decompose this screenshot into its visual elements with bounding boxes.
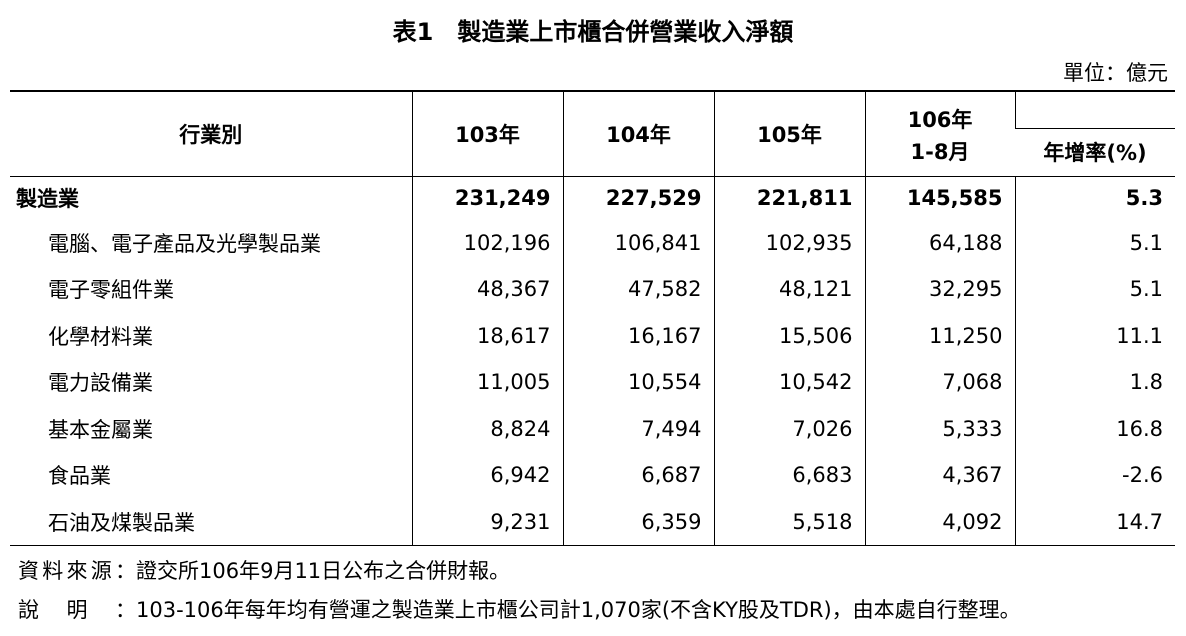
- industry-cell: 電腦、電子產品及光學製品業: [48, 231, 321, 256]
- value-cell: 4,367: [864, 452, 1015, 499]
- header-text: 106年: [907, 107, 973, 132]
- value-cell: 47,582: [562, 266, 714, 313]
- table-row: 石油及煤製品業 9,231 6,359 5,518 4,092 14.7: [10, 498, 1175, 546]
- header-cell: 行業別: [10, 90, 412, 177]
- value-cell: 145,585: [864, 176, 1015, 220]
- note-label: 資料來源：: [18, 559, 136, 583]
- value-cell: 6,687: [562, 452, 714, 499]
- value-cell: 48,121: [713, 266, 865, 313]
- value-cell: 227,529: [562, 176, 714, 220]
- notes: 資料來源：證交所106年9月11日公布之合併財報。 說明：103-106年每年均有…: [18, 556, 1021, 634]
- header-text: 1-8月: [910, 139, 970, 164]
- table-row: 電力設備業 11,005 10,554 10,542 7,068 1.8: [10, 359, 1175, 406]
- value-cell: 11.1: [1014, 312, 1175, 359]
- value-cell: 9,231: [411, 498, 563, 546]
- value-cell: 8,824: [411, 405, 563, 452]
- value-cell: 1.8: [1014, 359, 1175, 406]
- industry-cell: 製造業: [16, 187, 79, 211]
- value-cell: 7,068: [864, 359, 1015, 406]
- value-cell: 5,333: [864, 405, 1015, 452]
- note-text: 證交所106年9月11日公布之合併財報。: [136, 559, 511, 583]
- value-cell: 6,359: [562, 498, 714, 546]
- value-cell: 48,367: [411, 266, 563, 313]
- header-cell: 105年: [713, 90, 865, 177]
- value-cell: 5.1: [1014, 266, 1175, 313]
- value-cell: 231,249: [411, 176, 563, 220]
- data-table: 行業別 103年 104年 105年 106年 1-8月 年增率(%) 製造業 23…: [10, 90, 1175, 546]
- value-cell: 4,092: [864, 498, 1015, 546]
- value-cell: -2.6: [1014, 452, 1175, 499]
- value-cell: 106,841: [562, 219, 714, 266]
- industry-cell: 化學材料業: [48, 324, 153, 349]
- value-cell: 5.3: [1014, 176, 1175, 220]
- value-cell: 7,494: [562, 405, 714, 452]
- table-row: 基本金屬業 8,824 7,494 7,026 5,333 16.8: [10, 405, 1175, 452]
- value-cell: 221,811: [713, 176, 865, 220]
- table-row: 電子零組件業 48,367 47,582 48,121 32,295 5.1: [10, 266, 1175, 313]
- note: 資料來源：證交所106年9月11日公布之合併財報。: [18, 556, 1021, 595]
- table-row: 食品業 6,942 6,687 6,683 4,367 -2.6: [10, 452, 1175, 499]
- value-cell: 14.7: [1014, 498, 1175, 546]
- value-cell: 7,026: [713, 405, 865, 452]
- industry-cell: 石油及煤製品業: [10, 498, 412, 546]
- note: 說明：103-106年每年均有營運之製造業上市櫃公司計1,070家(不含KY股及…: [18, 595, 1021, 634]
- industry-cell: 基本金屬業: [48, 417, 153, 442]
- table-row: 化學材料業 18,617 16,167 15,506 11,250 11.1: [10, 312, 1175, 359]
- industry-cell: 食品業: [48, 464, 111, 489]
- table-row: 電腦、電子產品及光學製品業 102,196 106,841 102,935 64,188…: [10, 219, 1175, 266]
- unit-label: 單位：億元: [1063, 61, 1168, 85]
- value-cell: 15,506: [713, 312, 865, 359]
- value-cell: 102,196: [411, 219, 563, 266]
- header-cell: 年增率(%): [1015, 128, 1175, 177]
- note-text: 103-106年每年均有營運之製造業上市櫃公司計1,070家(不含KY股及TDR…: [136, 598, 1021, 622]
- header-cell: 103年: [411, 90, 563, 177]
- value-cell: 5,518: [713, 498, 865, 546]
- value-cell: 6,942: [411, 452, 563, 499]
- value-cell: 6,683: [713, 452, 865, 499]
- value-cell: 32,295: [864, 266, 1015, 313]
- value-cell: 10,554: [562, 359, 714, 406]
- industry-cell: 電子零組件業: [48, 278, 174, 303]
- value-cell: 11,250: [864, 312, 1015, 359]
- header-cell: 104年: [562, 90, 714, 177]
- note-label: 說明：: [18, 598, 136, 622]
- value-cell: 16.8: [1014, 405, 1175, 452]
- industry-cell: 電力設備業: [48, 371, 153, 396]
- table-body: 製造業 231,249 227,529 221,811 145,585 5.3 電腦、電子產…: [10, 176, 1175, 546]
- value-cell: 10,542: [713, 359, 865, 406]
- header-cell: [1014, 90, 1175, 129]
- header-cell: 106年 1-8月: [864, 90, 1015, 177]
- value-cell: 18,617: [411, 312, 563, 359]
- table-row: 製造業 231,249 227,529 221,811 145,585 5.3: [10, 176, 1175, 220]
- value-cell: 5.1: [1014, 219, 1175, 266]
- value-cell: 102,935: [713, 219, 865, 266]
- table-title: 表1 製造業上市櫃合併營業收入淨額: [392, 18, 794, 46]
- value-cell: 11,005: [411, 359, 563, 406]
- value-cell: 16,167: [562, 312, 714, 359]
- value-cell: 64,188: [864, 219, 1015, 266]
